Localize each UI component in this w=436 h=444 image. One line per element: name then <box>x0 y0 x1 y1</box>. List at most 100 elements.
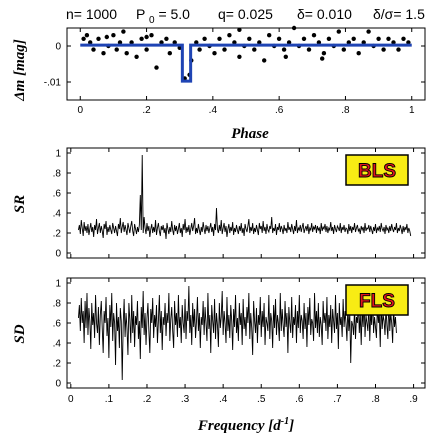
bls-y-ticks: 0 .2 .4 .6 .8 1 <box>53 149 425 260</box>
light-curve-point <box>381 47 386 52</box>
title-p-val: = 5.0 <box>158 6 190 22</box>
light-curve-point <box>111 33 116 38</box>
fls-xtick-label: .6 <box>295 394 304 405</box>
light-curve-point <box>104 34 110 40</box>
light-curve-ytick-label: 0 <box>55 42 61 53</box>
p3-ytick-label: .4 <box>53 339 62 350</box>
light-curve-frame <box>66 27 426 101</box>
light-curve-point <box>267 33 272 38</box>
light-curve-point <box>197 47 202 52</box>
bls-spectrum-line <box>77 154 412 240</box>
fls-y-ticks: 0 .2 .4 .6 .8 1 <box>53 279 425 390</box>
light-curve-point <box>346 40 351 45</box>
fls-xtick-label: .3 <box>181 394 190 405</box>
light-curve-point <box>114 47 119 52</box>
light-curve-y-ticks: 0 -.01 <box>44 42 425 89</box>
light-curve-point <box>154 65 159 70</box>
p3-ytick-label: .6 <box>53 319 62 330</box>
light-curve-point <box>81 36 86 41</box>
fls-xlabel: Frequency [d-1] <box>197 416 294 434</box>
title-ratio: δ/σ= 1.5 <box>373 6 425 22</box>
title-p: P <box>136 6 145 22</box>
fls-spectrum-line <box>77 285 397 381</box>
light-curve-point <box>167 51 172 56</box>
light-curve-point <box>341 47 346 52</box>
light-curve-point <box>129 40 134 45</box>
p3-ytick-label: .2 <box>53 359 62 370</box>
light-curve-point <box>386 36 391 41</box>
light-curve-point <box>164 36 169 41</box>
p2-ytick-label: .2 <box>53 229 62 240</box>
light-curve-point <box>237 27 242 32</box>
light-curve-point <box>406 40 411 45</box>
light-curve-point <box>172 40 177 45</box>
light-curve-point <box>91 47 96 52</box>
bls-frame <box>66 147 426 259</box>
fls-x-ticks: 0 .1 .2 .3 .4 .5 .6 .7 .8 .9 <box>68 278 418 405</box>
light-curve-point <box>286 40 292 45</box>
light-curve-point <box>361 40 366 45</box>
light-curve-point <box>194 40 199 45</box>
light-curve-point <box>311 33 317 38</box>
p2-ytick-label: .4 <box>53 209 62 220</box>
light-curve-ytick-label: -.01 <box>44 78 62 89</box>
light-curve-point <box>144 47 149 52</box>
fls-panel: 0 .1 .2 .3 .4 .5 .6 .7 .8 .9 0 .2 .4 .6 .8 1 FLS SD Fr… <box>12 277 426 434</box>
light-curve-point <box>212 51 217 56</box>
light-curve-point <box>247 36 252 41</box>
light-curve-point <box>202 36 207 41</box>
light-curve-point <box>101 51 106 56</box>
light-curve-point <box>351 36 356 41</box>
light-curve-point <box>356 51 361 56</box>
light-curve-point <box>301 36 307 41</box>
light-curve-point <box>336 29 341 34</box>
light-curve-point <box>316 40 322 45</box>
fls-ylabel: SD <box>12 324 28 343</box>
light-curve-point <box>257 40 262 45</box>
fls-xtick-label: .1 <box>105 394 114 405</box>
light-curve-xtick-label: .2 <box>142 105 151 116</box>
fls-xtick-label: .9 <box>409 394 418 405</box>
light-curve-point <box>96 36 101 41</box>
p2-ytick-label: 0 <box>55 249 61 260</box>
light-curve-point <box>283 54 288 59</box>
title-q: q= 0.025 <box>218 6 273 22</box>
fls-xtick-label: .7 <box>333 394 342 405</box>
fls-badge <box>345 284 409 316</box>
p3-ytick-label: 0 <box>55 379 61 390</box>
light-curve-point <box>144 34 149 40</box>
light-curve-points <box>81 25 411 81</box>
light-curve-xtick-label: .4 <box>209 105 218 116</box>
box-model-line <box>80 43 412 83</box>
light-curve-point <box>117 40 123 45</box>
light-curve-point <box>262 58 267 63</box>
light-curve-point <box>376 36 381 41</box>
light-curve-point <box>121 29 126 34</box>
light-curve-x-ticks: 0 .2 .4 .6 .8 1 <box>77 28 415 116</box>
light-curve-point <box>159 40 164 45</box>
light-curve-point <box>281 47 287 52</box>
light-curve-point <box>84 33 90 38</box>
light-curve-point <box>291 25 297 31</box>
light-curve-xtick-label: .8 <box>341 105 350 116</box>
bls-ylabel: SR <box>12 195 28 213</box>
fls-xtick-label: .5 <box>257 394 266 405</box>
title-delta: δ= 0.010 <box>297 6 352 22</box>
light-curve-point <box>401 36 406 41</box>
light-curve-xtick-label: .6 <box>275 105 284 116</box>
fls-xtick-label: .2 <box>143 394 152 405</box>
light-curve-xtick-label: 1 <box>409 105 415 116</box>
light-curve-ylabel: Δm [mag] <box>12 39 28 101</box>
title-n: n= 1000 <box>66 6 117 22</box>
bls-panel: 0 .2 .4 .6 .8 1 BLS SR <box>12 147 426 260</box>
light-curve-xlabel: Phase <box>231 126 269 142</box>
bls-badge <box>345 154 409 186</box>
p2-ytick-label: .8 <box>53 169 62 180</box>
light-curve-point <box>227 33 232 38</box>
light-curve-panel: 0 .2 .4 .6 .8 1 0 -.01 Δm [mag] Phase <box>12 25 426 142</box>
light-curve-point <box>149 33 154 38</box>
light-curve-point <box>321 51 327 56</box>
p2-ytick-label: .6 <box>53 189 62 200</box>
light-curve-point <box>134 54 139 59</box>
p3-ytick-label: .8 <box>53 299 62 310</box>
